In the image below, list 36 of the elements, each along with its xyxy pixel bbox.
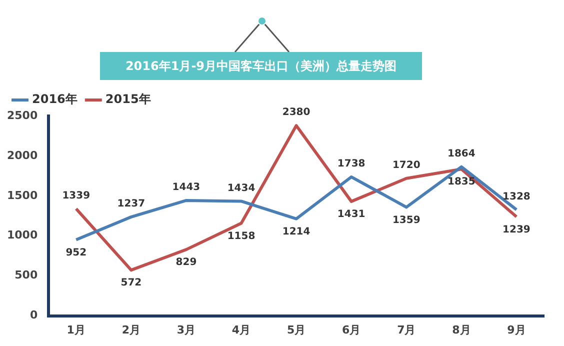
data-label: 1339 (62, 190, 90, 202)
legend-label: 2016年 (32, 92, 78, 106)
legend-label: 2015年 (105, 92, 151, 106)
x-tick-label: 8月 (452, 323, 471, 336)
y-tick-label: 500 (14, 268, 38, 282)
data-label: 572 (120, 278, 142, 289)
data-label: 1214 (282, 226, 310, 238)
data-label: 1328 (502, 191, 530, 202)
x-tick-label: 3月 (176, 323, 196, 336)
data-label: 1158 (227, 230, 256, 242)
data-label: 1864 (448, 148, 476, 160)
y-tick-label: 1000 (6, 228, 38, 242)
data-label: 1738 (337, 158, 366, 170)
x-tick-label: 9月 (507, 323, 526, 336)
data-label: 1237 (117, 198, 146, 210)
data-label: 952 (66, 247, 87, 258)
data-label: 1431 (337, 209, 366, 220)
x-tick-label: 2月 (122, 323, 141, 336)
data-label: 1720 (392, 160, 420, 171)
y-tick-label: 2000 (6, 148, 38, 162)
y-tick-label: 1500 (6, 188, 38, 202)
data-label: 1359 (392, 214, 420, 226)
data-label: 1443 (172, 182, 200, 194)
data-label: 1434 (227, 182, 256, 194)
data-label: 1835 (448, 176, 476, 188)
data-label: 829 (176, 257, 197, 268)
x-tick-label: 1月 (66, 323, 86, 336)
x-tick-label: 5月 (286, 323, 306, 336)
chart-title: 2016年1月-9月中国客车出口（美洲）总量走势图 (100, 52, 422, 80)
y-tick-label: 0 (30, 308, 38, 322)
data-label: 2380 (282, 107, 310, 118)
x-tick-label: 4月 (232, 323, 251, 336)
y-tick-label: 2500 (6, 108, 38, 122)
x-tick-label: 6月 (342, 323, 361, 336)
x-tick-label: 7月 (397, 323, 416, 336)
data-label: 1239 (502, 224, 530, 236)
